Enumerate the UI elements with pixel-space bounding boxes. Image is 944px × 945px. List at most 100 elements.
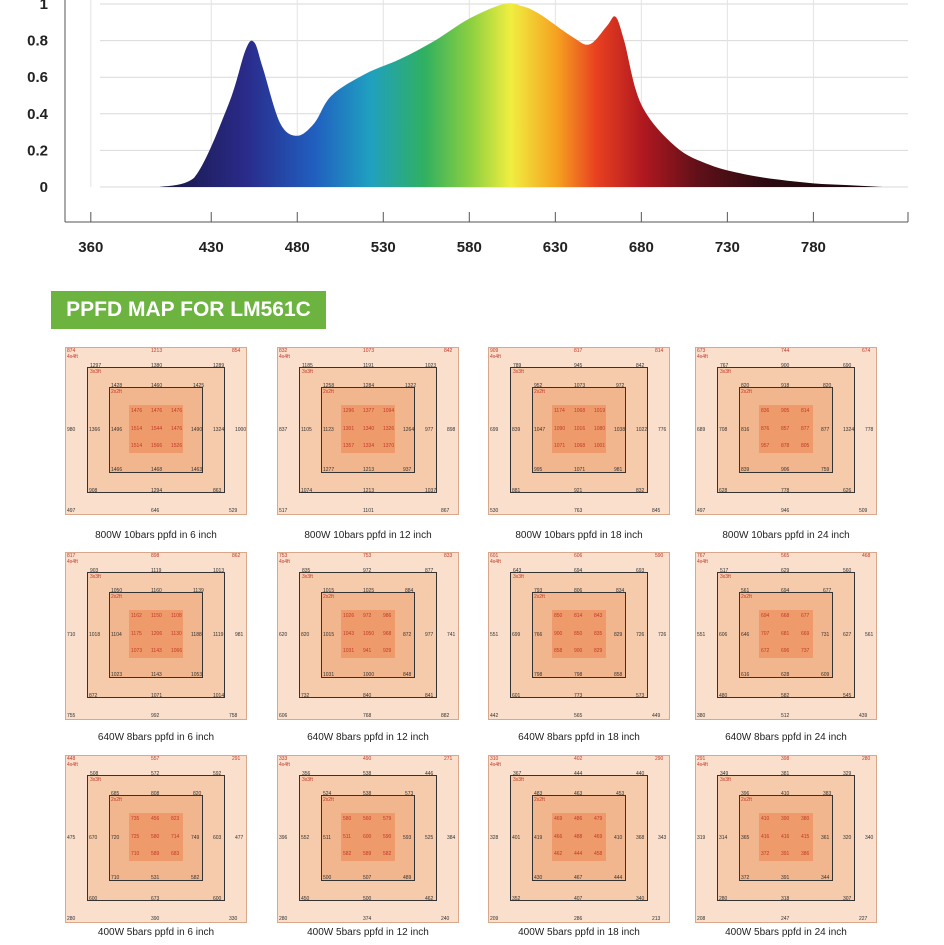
ppfd-value: 410: [614, 835, 623, 841]
ppfd-map: 601 606 590 551 726 442 565 449 4x4ft 643 694 693 69…: [488, 552, 670, 720]
ppfd-value: 1476: [151, 408, 163, 414]
ppfd-value: 286: [574, 916, 583, 922]
ppfd-value: 374: [363, 916, 372, 922]
ppfd-value: 391: [781, 851, 790, 857]
ppfd-value: 396: [741, 791, 750, 797]
ppfd-value: 628: [719, 488, 728, 494]
ppfd-value: 995: [534, 467, 543, 473]
ppfd-value: 582: [343, 851, 352, 857]
ppfd-value: 1213: [151, 348, 163, 354]
ppfd-value: 646: [741, 632, 750, 638]
ppfd-value: 380: [697, 713, 706, 719]
spectrum-chart: 1 0.8 0.6 0.4 0.2 0 360 430 480 530 580 630 680 730 7…: [27, 0, 909, 256]
area-size-tag: 3x3ft: [513, 574, 524, 580]
ppfd-value: 329: [843, 771, 852, 777]
ppfd-value: 430: [534, 875, 543, 881]
ppfd-value: 1105: [301, 427, 312, 433]
ppfd-value: 367: [513, 771, 522, 777]
ppfd-value: 839: [512, 427, 521, 433]
ppfd-value: 416: [761, 834, 770, 840]
ppfd-value: 1094: [383, 408, 395, 414]
ppfd-value: 1460: [151, 383, 163, 389]
ppfd-value: 694: [781, 588, 790, 594]
ppfd-value: 992: [151, 713, 160, 719]
map-caption: 640W 8bars ppfd in 24 inch: [725, 732, 847, 743]
ppfd-value: 832: [636, 488, 645, 494]
ppfd-value: 882: [441, 713, 450, 719]
ppfd-value: 1130: [171, 631, 182, 637]
ppfd-value: 291: [232, 756, 241, 762]
ppfd-value: 872: [403, 632, 412, 638]
ppfd-value: 789: [513, 363, 522, 369]
ppfd-value: 500: [323, 875, 332, 881]
ppfd-value: 410: [761, 816, 770, 822]
ppfd-value: 561: [741, 588, 750, 594]
ppfd-value: 898: [447, 427, 456, 433]
ppfd-value: 735: [131, 816, 140, 822]
x-tick-label: 680: [629, 239, 654, 256]
ppfd-value: 877: [801, 426, 810, 432]
ppfd-value: 1026: [343, 613, 355, 619]
ppfd-value: 477: [235, 835, 244, 841]
ppfd-value: 448: [67, 756, 76, 762]
ppfd-value: 601: [490, 553, 499, 559]
ppfd-value: 835: [302, 568, 311, 574]
ppfd-value: 511: [343, 834, 351, 840]
map-caption: 400W 5bars ppfd in 12 inch: [307, 927, 429, 938]
ppfd-value: 767: [697, 553, 706, 559]
chart-axes: [64, 0, 909, 223]
ppfd-value: 707: [761, 631, 770, 637]
ppfd-value: 606: [574, 553, 583, 559]
area-size-tag: 4x4ft: [67, 354, 78, 360]
ppfd-value: 1213: [363, 467, 375, 473]
ppfd-value: 340: [865, 835, 874, 841]
ppfd-value: 693: [636, 568, 645, 574]
ppfd-value: 673: [697, 348, 706, 354]
ppfd-value: 489: [403, 875, 412, 881]
ppfd-value: 1277: [323, 467, 335, 473]
map-caption: 640W 8bars ppfd in 12 inch: [307, 732, 429, 743]
area-size-tag: 3x3ft: [90, 369, 101, 375]
ppfd-value: 240: [441, 916, 450, 922]
ppfd-value: 573: [405, 791, 414, 797]
ppfd-value: 1015: [323, 588, 335, 594]
ppfd-value: 1080: [594, 426, 606, 432]
ppfd-value: 753: [363, 553, 372, 559]
ppfd-value: 480: [719, 693, 728, 699]
ppfd-value: 1119: [151, 568, 162, 574]
ppfd-value: 1294: [151, 488, 163, 494]
ppfd-value: 530: [490, 508, 499, 514]
ppfd-value: 1031: [343, 648, 355, 654]
ppfd-value: 483: [534, 791, 543, 797]
ppfd-value: 627: [843, 632, 852, 638]
ppfd-value: 820: [193, 791, 202, 797]
map-caption: 800W 10bars ppfd in 12 inch: [304, 530, 432, 541]
ppfd-value: 741: [447, 632, 456, 638]
ppfd-value: 463: [574, 791, 583, 797]
ppfd-value: 874: [67, 348, 76, 354]
ppfd-value: 957: [761, 443, 770, 449]
ppfd-value: 778: [865, 427, 874, 433]
ppfd-value: 1022: [636, 427, 648, 433]
ppfd-value: 854: [232, 348, 241, 354]
ppfd-value: 475: [67, 835, 76, 841]
area-size-tag: 2x2ft: [111, 389, 122, 395]
ppfd-value: 1014: [213, 693, 225, 699]
ppfd-value: 767: [720, 363, 729, 369]
ppfd-value: 1139: [193, 588, 204, 594]
ppfd-value: 798: [534, 672, 543, 678]
x-tick-label: 430: [199, 239, 224, 256]
ppfd-value: 755: [67, 713, 76, 719]
ppfd-value: 1073: [574, 383, 586, 389]
area-size-tag: 3x3ft: [720, 777, 731, 783]
map-caption: 640W 8bars ppfd in 18 inch: [518, 732, 640, 743]
area-size-tag: 3x3ft: [302, 369, 313, 375]
ppfd-value: 1101: [363, 508, 374, 514]
area-size-tag: 2x2ft: [741, 389, 752, 395]
ppfd-value: 509: [859, 508, 868, 514]
ppfd-value: 710: [131, 851, 140, 857]
ppfd-value: 442: [490, 713, 499, 719]
area-size-tag: 4x4ft: [490, 762, 501, 768]
ppfd-value: 330: [229, 916, 238, 922]
ppfd-value: 446: [425, 771, 434, 777]
